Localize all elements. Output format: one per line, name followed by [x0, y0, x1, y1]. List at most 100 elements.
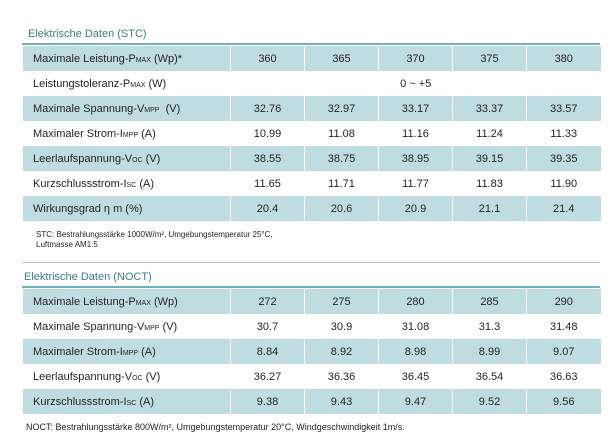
spanned-value-cell: 0 ~ +5: [230, 71, 601, 96]
value-cell: 31.48: [526, 314, 601, 339]
row-label-text: Leerlaufspannung-V: [33, 370, 133, 383]
value-cell: 9.38: [230, 389, 305, 414]
value-cell: 38.55: [230, 146, 305, 171]
value-cell: 39.35: [526, 146, 601, 171]
row-label: Maximaler Strom-IMPP (A): [22, 121, 231, 146]
row-label-subscript: MPP: [144, 324, 160, 332]
table-row: Leerlaufspannung-VOC (V) 36.27 36.36 36.45 3…: [22, 364, 601, 389]
value-cell: 36.27: [230, 364, 305, 389]
table-row: Maximale Leistung-PMAX (Wp) 272 275 280 285 2…: [22, 289, 601, 314]
row-label: Maximale Spannung-VMPP (V): [22, 314, 231, 339]
row-label-unit: (Wp): [150, 295, 178, 308]
noct-section-title: Elektrische Daten (NOCT): [24, 271, 152, 283]
value-cell: 30.9: [304, 314, 379, 339]
stc-footnote-line2: Luftmasse AM1.5: [36, 240, 98, 249]
value-cell: 9.07: [526, 339, 601, 364]
stc-footnote-line1: STC: Bestrahlungsstärke 1000W/m², Umgebu…: [36, 230, 273, 239]
value-cell: 32.76: [230, 96, 305, 121]
value-cell: 11.08: [304, 121, 379, 146]
value-cell: 20.9: [378, 196, 453, 221]
value-cell: 11.71: [304, 171, 379, 196]
row-label-text: Maximaler Strom-I: [33, 345, 123, 358]
row-label-subscript: MPP: [122, 349, 139, 357]
value-cell: 11.90: [526, 171, 601, 196]
value-cell: 30.7: [230, 314, 305, 339]
row-label: Wirkungsgrad η m (%): [22, 196, 231, 221]
row-label-unit: (V): [159, 320, 178, 333]
row-label-subscript: SC: [126, 399, 137, 407]
value-cell: 11.16: [378, 121, 453, 146]
table-row: Kurzschlussstrom-ISC (A) 11.65 11.71 11.77 1…: [22, 171, 601, 196]
row-label-unit: (A): [136, 395, 154, 408]
row-label-text: Kurzschlussstrom-I: [33, 177, 127, 190]
value-cell: 375: [452, 46, 527, 71]
value-cell: 31.3: [452, 314, 527, 339]
table-row: Maximale Spannung-VMPP (V) 30.7 30.9 31.08 3…: [22, 314, 601, 339]
value-cell: 21.4: [526, 196, 601, 221]
value-cell: 370: [378, 46, 453, 71]
value-cell: 9.56: [526, 389, 601, 414]
stc-spec-table: Maximale Leistung-PMAX (Wp)* 360 365 370 375…: [22, 46, 601, 221]
table-row: Maximaler Strom-IMPP (A) 8.84 8.92 8.98 8.99…: [22, 339, 601, 364]
value-cell: 38.75: [304, 146, 379, 171]
row-label-subscript: MAX: [135, 56, 151, 64]
value-cell: 10.99: [230, 121, 305, 146]
table-row: Kurzschlussstrom-ISC (A) 9.38 9.43 9.47 9.52…: [22, 389, 601, 414]
row-label-subscript: MPP: [144, 106, 160, 114]
value-cell: 11.65: [230, 171, 305, 196]
row-label-unit: (V): [142, 152, 161, 165]
row-label-subscript: MPP: [122, 131, 139, 139]
row-label: Kurzschlussstrom-ISC (A): [22, 389, 231, 414]
row-label: Maximale Spannung-VMPP (V): [22, 96, 231, 121]
value-cell: 285: [452, 289, 527, 314]
value-cell: 32.97: [304, 96, 379, 121]
row-label-text: Maximale Spannung-V: [33, 320, 145, 333]
value-cell: 36.36: [304, 364, 379, 389]
row-label: Maximale Leistung-PMAX (Wp): [22, 289, 231, 314]
section-divider: [22, 262, 600, 263]
row-label-unit: (A): [138, 127, 156, 140]
row-label-subscript: MAX: [135, 299, 151, 307]
value-cell: 36.63: [526, 364, 601, 389]
row-label-unit: (W): [145, 77, 167, 90]
value-cell: 33.37: [452, 96, 527, 121]
stc-footnote: STC: Bestrahlungsstärke 1000W/m², Umgebu…: [36, 230, 273, 250]
row-label-subscript: MAX: [130, 81, 146, 89]
row-label-unit: (Wp)*: [150, 52, 183, 65]
value-cell: 21.1: [452, 196, 527, 221]
row-label-subscript: SC: [126, 181, 137, 189]
row-label-unit: (V): [142, 370, 161, 383]
stc-section-title: Elektrische Daten (STC): [28, 28, 147, 40]
value-cell: 8.99: [452, 339, 527, 364]
value-cell: 11.77: [378, 171, 453, 196]
value-cell: 275: [304, 289, 379, 314]
value-cell: 31.08: [378, 314, 453, 339]
table-row: Wirkungsgrad η m (%) 20.4 20.6 20.9 21.1 21.4: [22, 196, 601, 221]
value-cell: 38.95: [378, 146, 453, 171]
value-cell: 272: [230, 289, 305, 314]
value-cell: 8.84: [230, 339, 305, 364]
table-row: Maximale Leistung-PMAX (Wp)* 360 365 370 375…: [22, 46, 601, 71]
row-label: Leerlaufspannung-VOC (V): [22, 364, 231, 389]
row-label: Kurzschlussstrom-ISC (A): [22, 171, 231, 196]
value-cell: 39.15: [452, 146, 527, 171]
row-label-subscript: OC: [132, 156, 143, 164]
noct-spec-table: Maximale Leistung-PMAX (Wp) 272 275 280 285 2…: [22, 289, 601, 414]
value-cell: 36.54: [452, 364, 527, 389]
value-cell: 36.45: [378, 364, 453, 389]
table-row: Maximaler Strom-IMPP (A) 10.99 11.08 11.16 1…: [22, 121, 601, 146]
value-cell: 11.33: [526, 121, 601, 146]
table-row: Maximale Spannung-VMPP (V) 32.76 32.97 33.1…: [22, 96, 601, 121]
table-row: Leistungstoleranz-PMAX (W) 0 ~ +5: [22, 71, 601, 96]
stc-section-rule: [22, 43, 600, 45]
row-label-text: Maximale Spannung-V: [33, 102, 145, 115]
value-cell: 360: [230, 46, 305, 71]
row-label-subscript: OC: [132, 374, 143, 382]
value-cell: 365: [304, 46, 379, 71]
value-cell: 20.6: [304, 196, 379, 221]
value-cell: 33.17: [378, 96, 453, 121]
value-cell: 280: [378, 289, 453, 314]
row-label: Maximale Leistung-PMAX (Wp)*: [22, 46, 231, 71]
row-label-unit: (A): [138, 345, 156, 358]
value-cell: 33.57: [526, 96, 601, 121]
